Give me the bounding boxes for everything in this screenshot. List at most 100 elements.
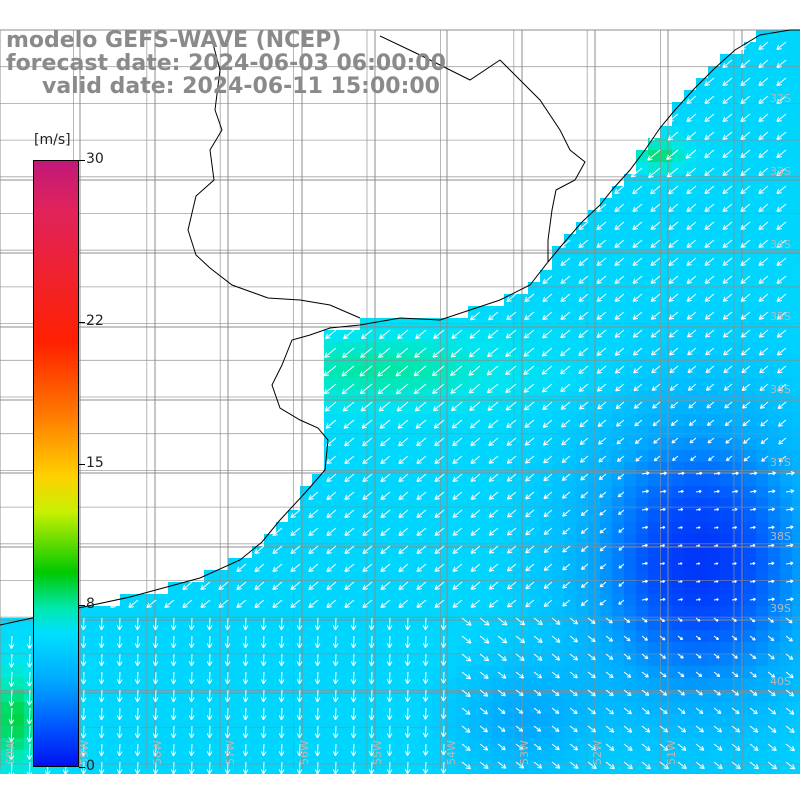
speed-cell xyxy=(276,678,288,690)
speed-cell xyxy=(360,630,372,642)
speed-cell xyxy=(504,678,516,690)
wind-arrow xyxy=(650,239,661,249)
speed-cell xyxy=(264,666,276,678)
wind-arrow xyxy=(80,617,87,631)
speed-cell xyxy=(480,426,492,438)
speed-cell xyxy=(768,570,780,582)
wind-arrow xyxy=(272,563,283,573)
wind-arrow xyxy=(731,544,737,547)
speed-cell xyxy=(552,282,564,294)
speed-cell xyxy=(576,726,588,738)
speed-cell xyxy=(732,510,744,522)
wind-arrow xyxy=(749,543,756,548)
longitude-label: 56W xyxy=(298,740,311,765)
speed-cell xyxy=(756,606,768,618)
speed-cell xyxy=(672,474,684,486)
wind-arrow xyxy=(395,365,409,377)
speed-cell xyxy=(648,306,660,318)
speed-cell xyxy=(720,738,732,750)
speed-cell xyxy=(540,558,552,570)
speed-cell xyxy=(756,90,768,102)
speed-cell xyxy=(624,582,636,594)
speed-cell xyxy=(732,414,744,426)
speed-cell xyxy=(216,618,228,630)
speed-cell xyxy=(768,330,780,342)
wind-arrow xyxy=(236,581,247,591)
speed-cell xyxy=(408,714,420,726)
wind-arrow xyxy=(641,471,650,476)
speed-cell xyxy=(540,762,552,774)
wind-arrow xyxy=(206,653,213,667)
wind-arrow xyxy=(278,617,285,631)
wind-arrow xyxy=(704,167,715,177)
speed-cell xyxy=(648,486,660,498)
wind-arrow xyxy=(614,365,625,374)
speed-cell xyxy=(552,438,564,450)
wind-arrow xyxy=(569,671,578,679)
wind-arrow xyxy=(314,635,321,649)
speed-cell xyxy=(756,486,768,498)
speed-cell xyxy=(708,210,720,222)
wind-arrow xyxy=(414,401,427,412)
speed-cell xyxy=(588,714,600,726)
forecast-date: forecast date: 2024-06-03 06:00:00 xyxy=(6,51,446,76)
wind-arrow xyxy=(686,257,697,267)
speed-cell xyxy=(696,594,708,606)
speed-cell xyxy=(780,114,792,126)
wind-arrow xyxy=(569,761,579,769)
speed-cell xyxy=(456,402,468,414)
speed-cell xyxy=(684,534,696,546)
speed-cell xyxy=(552,366,564,378)
speed-cell xyxy=(756,690,768,702)
wind-arrow xyxy=(695,526,701,529)
speed-cell xyxy=(720,570,732,582)
speed-cell xyxy=(732,426,744,438)
speed-cell xyxy=(768,210,780,222)
speed-cell xyxy=(348,510,360,522)
speed-cell xyxy=(156,714,168,726)
speed-cell xyxy=(696,402,708,414)
wind-arrow xyxy=(760,437,769,445)
speed-cell xyxy=(756,498,768,510)
speed-cell xyxy=(768,366,780,378)
speed-cell xyxy=(396,750,408,762)
speed-cell xyxy=(180,618,192,630)
wind-arrow xyxy=(749,525,756,530)
speed-cell xyxy=(612,414,624,426)
speed-cell xyxy=(792,498,800,510)
speed-cell xyxy=(192,738,204,750)
speed-cell xyxy=(684,690,696,702)
speed-cell xyxy=(612,630,624,642)
wind-arrow xyxy=(260,617,267,631)
speed-cell xyxy=(756,570,768,582)
speed-cell xyxy=(648,498,660,510)
wind-arrow xyxy=(434,545,445,555)
wind-arrow xyxy=(758,347,769,356)
wind-arrow xyxy=(743,437,751,444)
wind-arrow xyxy=(767,525,775,530)
speed-cell xyxy=(408,582,420,594)
speed-cell xyxy=(672,390,684,402)
wind-arrow xyxy=(562,527,571,535)
speed-cell xyxy=(684,498,696,510)
speed-cell xyxy=(408,414,420,426)
wind-arrow xyxy=(470,491,481,500)
wind-arrow xyxy=(422,707,429,720)
speed-cell xyxy=(708,498,720,510)
speed-cell xyxy=(612,198,624,210)
speed-cell xyxy=(216,714,228,726)
speed-cell xyxy=(624,258,636,270)
speed-cell xyxy=(456,750,468,762)
speed-cell xyxy=(456,714,468,726)
speed-cell xyxy=(540,570,552,582)
speed-cell xyxy=(444,606,456,618)
wind-arrow xyxy=(776,257,787,267)
speed-cell xyxy=(708,534,720,546)
speed-cell xyxy=(192,714,204,726)
speed-cell xyxy=(204,714,216,726)
speed-cell xyxy=(744,222,756,234)
speed-cell xyxy=(792,726,800,738)
speed-cell xyxy=(528,726,540,738)
speed-cell xyxy=(396,606,408,618)
speed-cell xyxy=(168,714,180,726)
